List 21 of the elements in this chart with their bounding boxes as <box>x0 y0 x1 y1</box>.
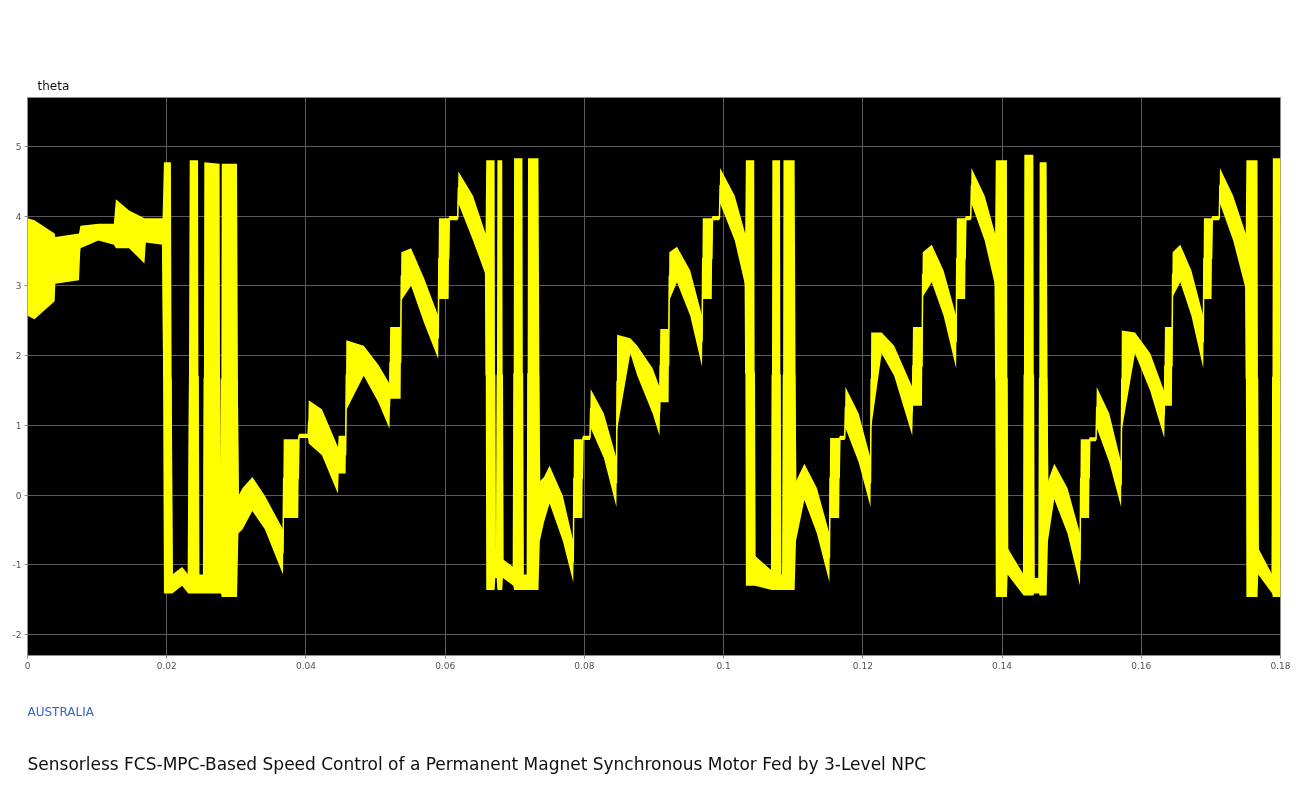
x-tick-label: 0.02 <box>156 660 177 671</box>
text: AUSTRALIA <box>27 704 95 719</box>
y-tick-label: 2 <box>15 351 22 362</box>
x-tick-label: 0.08 <box>574 660 595 671</box>
x-tick-label: 0.18 <box>1270 660 1291 671</box>
y-tick-label: -2 <box>12 630 22 641</box>
y-tick-label: -1 <box>12 560 22 571</box>
x-tick-label: 0.04 <box>295 660 317 671</box>
chart-title: theta <box>37 78 70 93</box>
y-tick-label: 0 <box>15 490 22 501</box>
x-tick-label: 0.14 <box>992 660 1013 671</box>
text: Sensorless FCS-MPC-Based Speed Control of a Permanent Magnet Synchronous Motor Fed by 3-Level NPC <box>27 753 927 774</box>
y-tick-label: 5 <box>15 141 22 152</box>
x-tick-label: 0.06 <box>435 660 456 671</box>
x-tick-label: 0 <box>24 660 31 671</box>
y-tick-label: 4 <box>15 211 22 222</box>
x-tick-label: 0.12 <box>852 660 873 671</box>
x-tick-label: 0.16 <box>1131 660 1152 671</box>
x-tick-label: 0.1 <box>716 660 731 671</box>
y-tick-label: 1 <box>15 420 22 431</box>
y-tick-label: 3 <box>15 281 22 292</box>
